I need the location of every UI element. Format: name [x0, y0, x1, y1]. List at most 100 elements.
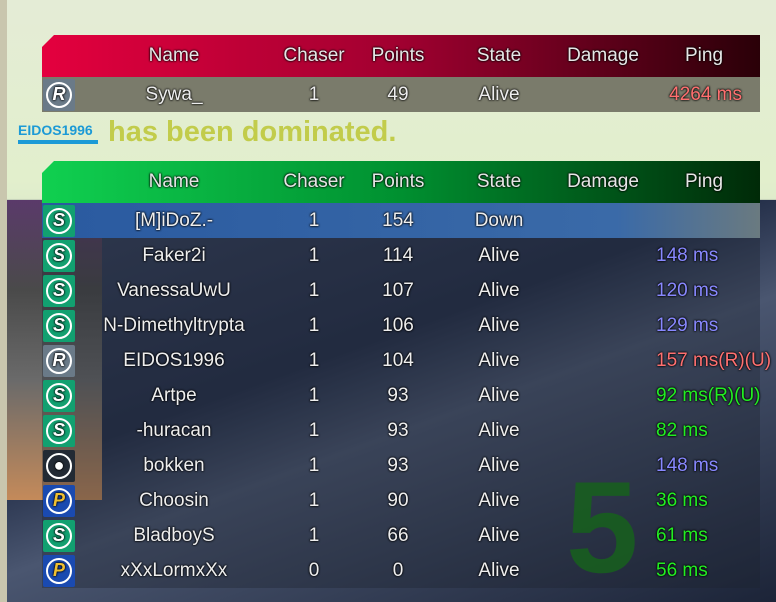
player-chaser: 1 [308, 244, 320, 266]
player-ping: 4264 ms [669, 83, 742, 105]
player-row[interactable]: R Sywa_ 1 49 Alive 4264 ms [42, 77, 760, 112]
player-row[interactable]: P Choosin 1 90 Alive 36 ms [42, 483, 760, 518]
player-ping: 82 ms [656, 419, 708, 441]
player-chaser: 1 [308, 384, 320, 406]
player-chaser: 1 [308, 524, 320, 546]
player-state: Alive [478, 524, 520, 546]
r-rank-icon: R [43, 344, 75, 377]
player-row[interactable]: R EIDOS1996 1 104 Alive 157 ms(R)(U) [42, 343, 772, 378]
player-state: Alive [478, 314, 520, 336]
s-rank-icon: S [43, 239, 75, 272]
player-ping: 129 ms [656, 314, 719, 336]
col-damage: Damage [567, 45, 639, 66]
player-points: 106 [382, 314, 414, 336]
s-rank-icon: S [43, 519, 75, 552]
player-row[interactable]: S -huracan 1 93 Alive 82 ms [42, 413, 760, 448]
player-state: Alive [478, 244, 520, 266]
player-points: 0 [392, 559, 404, 581]
col-state: State [476, 171, 522, 192]
player-state: Down [474, 209, 524, 231]
domination-message: has been dominated. [108, 116, 397, 148]
s-rank-icon: S [43, 274, 75, 307]
player-name: bokken [143, 454, 205, 476]
col-ping: Ping [684, 45, 724, 66]
player-points: 154 [382, 209, 414, 231]
player-ping: 148 ms [656, 244, 719, 266]
player-state: Alive [478, 454, 520, 476]
rookie-rank-icon: ● [43, 449, 75, 482]
green-team-scoreboard: Name Chaser Points State Damage Ping S [M… [42, 161, 772, 588]
player-row[interactable]: S Artpe 1 93 Alive 92 ms(R)(U) [42, 378, 761, 413]
player-name: EIDOS1996 [123, 349, 225, 371]
player-ping: 120 ms [656, 279, 719, 301]
player-name: xXxLormxXx [120, 559, 228, 581]
red-team-scoreboard: Name Chaser Points State Damage Ping R Sy… [42, 35, 760, 112]
player-chaser: 1 [308, 419, 320, 441]
player-state: Alive [478, 349, 520, 371]
player-name: Sywa_ [145, 83, 203, 105]
player-points: 107 [382, 279, 414, 301]
player-ping: 61 ms [656, 524, 708, 546]
s-rank-icon: S [43, 309, 75, 342]
s-rank-icon: S [43, 204, 75, 237]
player-points: 49 [387, 83, 409, 105]
col-name: Name [148, 45, 200, 66]
player-points: 93 [387, 384, 409, 406]
player-ping: 157 ms(R)(U) [656, 349, 772, 371]
dominated-player-name: EIDOS1996 [18, 122, 93, 138]
player-chaser: 1 [308, 489, 320, 511]
player-name: [M]iDoZ.- [134, 209, 214, 231]
player-state: Alive [478, 419, 520, 441]
player-health-bar [18, 140, 98, 144]
p-rank-icon: P [43, 484, 75, 517]
player-chaser: 0 [308, 559, 320, 581]
player-chaser: 1 [308, 314, 320, 336]
col-chaser: Chaser [283, 171, 345, 192]
player-row[interactable]: S Faker2i 1 114 Alive 148 ms [42, 238, 760, 273]
player-chaser: 1 [308, 83, 320, 105]
player-chaser: 1 [308, 454, 320, 476]
player-state: Alive [478, 83, 520, 105]
player-row[interactable]: S N-Dimethyltrypta 1 106 Alive 129 ms [42, 308, 760, 343]
player-points: 93 [387, 419, 409, 441]
s-rank-icon: S [43, 414, 75, 447]
player-ping: 92 ms(R)(U) [656, 384, 761, 406]
player-state: Alive [478, 279, 520, 301]
player-points: 66 [387, 524, 409, 546]
player-name: Choosin [139, 489, 209, 511]
green-team-header: Name Chaser Points State Damage Ping [42, 161, 760, 203]
player-chaser: 1 [308, 279, 320, 301]
col-damage: Damage [567, 171, 639, 192]
player-state: Alive [478, 384, 520, 406]
player-name: N-Dimethyltrypta [103, 314, 245, 336]
countdown-number: 5 [566, 454, 639, 600]
player-ping: 56 ms [656, 559, 708, 581]
player-row[interactable]: S [M]iDoZ.- 1 154 Down [42, 203, 760, 238]
player-row[interactable]: ● bokken 1 93 Alive 148 ms [42, 448, 760, 483]
red-team-header: Name Chaser Points State Damage Ping [42, 35, 760, 77]
player-chaser: 1 [308, 349, 320, 371]
player-name: VanessaUwU [117, 279, 231, 301]
player-chaser: 1 [308, 209, 320, 231]
s-rank-icon: S [43, 379, 75, 412]
col-chaser: Chaser [283, 45, 345, 66]
player-name: BladboyS [133, 524, 215, 546]
background-edge [0, 0, 7, 602]
r-rank-icon: R [43, 78, 75, 111]
player-state: Alive [478, 559, 520, 581]
player-name: Artpe [151, 384, 197, 406]
player-row[interactable]: S VanessaUwU 1 107 Alive 120 ms [42, 273, 760, 308]
player-name: -huracan [136, 419, 212, 441]
player-state: Alive [478, 489, 520, 511]
col-points: Points [371, 171, 425, 192]
player-points: 104 [382, 349, 414, 371]
player-row[interactable]: S BladboyS 1 66 Alive 61 ms [42, 518, 760, 553]
player-points: 90 [387, 489, 409, 511]
player-points: 93 [387, 454, 409, 476]
col-state: State [476, 45, 522, 66]
col-name: Name [148, 171, 200, 192]
player-ping: 36 ms [656, 489, 708, 511]
col-ping: Ping [684, 171, 724, 192]
p-rank-icon: P [43, 554, 75, 587]
